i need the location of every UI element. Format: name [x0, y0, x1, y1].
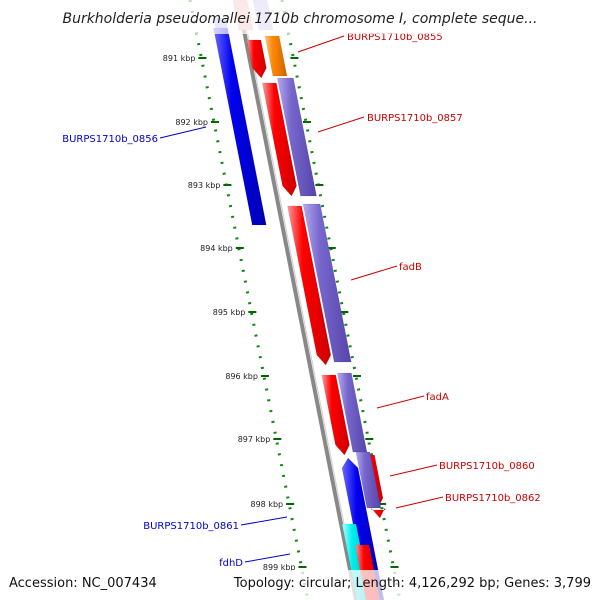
cog-block	[302, 203, 352, 363]
gene-BURPS1710b_0862	[370, 507, 386, 519]
accession-text: Accession: NC_007434	[9, 576, 157, 591]
tick-label: 894 kbp	[200, 244, 233, 253]
gene-features	[213, 0, 386, 600]
leader-line	[350, 265, 398, 281]
leader-line	[376, 395, 425, 409]
gene-labels: BURPS1710b_0855 BURPS1710b_0857 fadB fadA BU…	[62, 32, 541, 569]
leader-line	[159, 126, 207, 139]
gene-label[interactable]: fadA	[426, 392, 449, 403]
gene-label[interactable]: fdhD	[219, 558, 243, 569]
footer-backdrop	[0, 570, 600, 600]
title-backdrop	[0, 0, 600, 34]
backbone-highlight	[240, 0, 360, 600]
gene-label[interactable]: fadB	[399, 262, 422, 273]
label-leader-lines	[159, 35, 444, 563]
tick-label: 897 kbp	[238, 435, 271, 444]
leader-line	[240, 516, 288, 526]
leader-line	[389, 464, 438, 477]
tick-labels: 891 kbp 892 kbp 893 kbp 894 kbp 895 kbp 896 k…	[163, 54, 296, 572]
topology-text: Topology: circular; Length: 4,126,292 bp…	[233, 576, 591, 591]
gene-label[interactable]: BURPS1710b_0861	[143, 521, 239, 532]
tick-marks	[198, 57, 399, 568]
cog-block	[277, 77, 317, 197]
leader-line	[297, 35, 345, 53]
leader-line	[317, 116, 365, 133]
tick-label: 896 kbp	[225, 372, 258, 381]
gene-BURPS1710b_0861	[341, 457, 385, 600]
tick-label: 899 kbp	[263, 563, 296, 572]
cog-block	[355, 451, 382, 509]
gene-label[interactable]: BURPS1710b_0856	[62, 134, 158, 145]
gene-label[interactable]: BURPS1710b_0860	[439, 461, 535, 472]
tick-label: 892 kbp	[175, 118, 208, 127]
gene-fadA	[321, 374, 350, 456]
gene-fadB	[287, 205, 332, 366]
map-title: Burkholderia pseudomallei 1710b chromoso…	[62, 11, 537, 27]
gene-BURPS1710b_0857	[262, 82, 297, 197]
gene-label[interactable]: BURPS1710b_0855	[347, 32, 443, 43]
leader-line	[244, 553, 291, 563]
backbone-line	[236, 0, 358, 600]
leader-line	[395, 496, 444, 509]
feature-orange	[264, 35, 288, 77]
tick-label: 891 kbp	[163, 54, 196, 63]
gene-BURPS1710b_0855	[246, 39, 267, 79]
gene-label[interactable]: BURPS1710b_0862	[445, 493, 541, 504]
tick-label: 893 kbp	[188, 181, 221, 190]
tick-label: 895 kbp	[213, 308, 246, 317]
tick-label: 898 kbp	[251, 500, 284, 509]
gene-label[interactable]: BURPS1710b_0857	[367, 113, 463, 124]
